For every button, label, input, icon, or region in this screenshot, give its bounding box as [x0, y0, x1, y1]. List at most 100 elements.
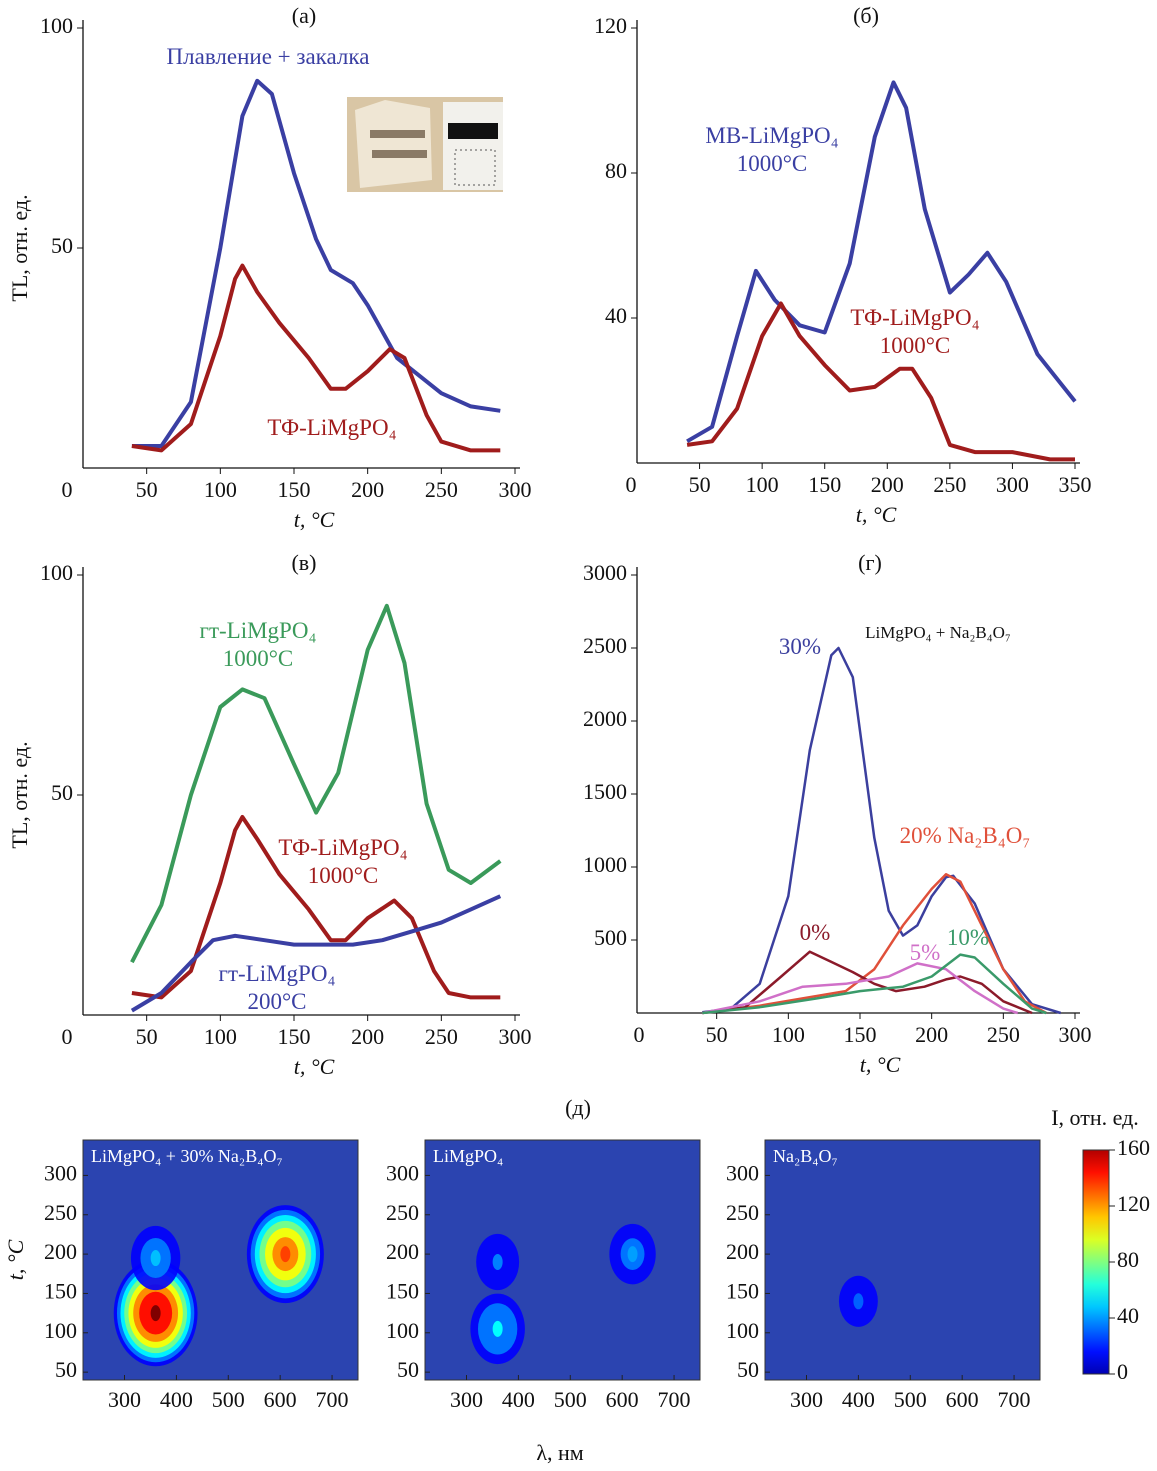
heatmap-spot [853, 1293, 864, 1310]
x-tick-label: 400 [842, 1387, 875, 1412]
series-label: 20% Na₂B₄O₇ [899, 823, 1031, 848]
series-line [131, 78, 501, 448]
y-tick-label: 2000 [583, 706, 627, 731]
series-line [686, 301, 1075, 462]
series-label: 10% [946, 925, 990, 950]
series-line [702, 873, 1047, 1015]
y-tick-label: 100 [40, 13, 73, 38]
series-line [702, 646, 1062, 1015]
x-tick-label: 50 [706, 1022, 728, 1047]
panel-title: (в) [291, 550, 316, 575]
x-tick-label: 150 [278, 1024, 311, 1049]
series-label: 30% [778, 634, 822, 659]
x-tick-label: 100 [204, 1024, 237, 1049]
x-tick-label: 600 [946, 1387, 979, 1412]
series-label: гт-LiMgPO₄ 1000°C [199, 618, 317, 671]
x-tick-label: 350 [1059, 472, 1092, 497]
colorbar-tick-label: 120 [1117, 1191, 1150, 1216]
series-line [702, 962, 1019, 1015]
y-tick-label: 300 [44, 1160, 77, 1185]
x-tick-label: 150 [808, 472, 841, 497]
x-tick-label: 500 [212, 1387, 245, 1412]
series-line [131, 263, 501, 453]
x-tick-label: 400 [502, 1387, 535, 1412]
x-tick-label: 150 [278, 477, 311, 502]
x-tick-label: 50 [136, 1024, 158, 1049]
x-tick-label: 0 [626, 472, 637, 497]
series-label: МВ-LiMgPO₄ 1000°C [705, 123, 839, 176]
series-label: 5% [909, 940, 941, 965]
x-tick-label: 300 [996, 472, 1029, 497]
y-tick-label: 2500 [583, 633, 627, 658]
x-axis-label: t, °C [856, 502, 897, 527]
heatmap-spot [627, 1246, 638, 1263]
y-tick-label: 50 [55, 1357, 77, 1382]
x-tick-label: 300 [499, 477, 532, 502]
x-tick-label: 100 [772, 1022, 805, 1047]
x-tick-label: 700 [998, 1387, 1031, 1412]
x-axis-label: t, °C [294, 1054, 335, 1079]
series-line [686, 80, 1077, 444]
y-tick-label: 250 [44, 1200, 77, 1225]
x-tick-label: 50 [689, 472, 711, 497]
x-tick-label: 200 [915, 1022, 948, 1047]
heatmap-background [764, 1139, 1041, 1381]
x-tick-label: 700 [316, 1387, 349, 1412]
y-tick-label: 150 [726, 1278, 759, 1303]
x-tick-label: 50 [136, 477, 158, 502]
x-tick-label: 300 [1059, 1022, 1092, 1047]
series-label: ТФ-LiMgPO₄ 1000°C [850, 305, 980, 358]
x-tick-label: 700 [658, 1387, 691, 1412]
series-label: 0% [799, 920, 831, 945]
y-tick-label: 100 [44, 1318, 77, 1343]
series-line [702, 953, 1047, 1015]
y-tick-label: 150 [386, 1278, 419, 1303]
x-tick-label: 300 [108, 1387, 141, 1412]
x-tick-label: 250 [987, 1022, 1020, 1047]
panel-title: (г) [858, 550, 882, 575]
x-tick-label: 200 [351, 477, 384, 502]
y-tick-label: 50 [51, 780, 73, 805]
x-tick-label: 250 [933, 472, 966, 497]
panel-title: (а) [292, 3, 316, 28]
y-tick-label: 300 [726, 1160, 759, 1185]
heatmap-background [424, 1139, 701, 1381]
x-tick-label: 250 [425, 477, 458, 502]
series-line [130, 603, 502, 964]
y-tick-label: 200 [386, 1239, 419, 1264]
y-axis-label: TL, отн. ед. [7, 741, 32, 848]
colorbar-label: I, отн. ед. [1051, 1105, 1139, 1130]
annotation: LiMgPO₄ + Na₂B₄O₇ [865, 623, 1011, 642]
x-axis-label: t, °C [294, 507, 335, 532]
colorbar-tick-label: 0 [1117, 1359, 1128, 1384]
y-tick-label: 1500 [583, 779, 627, 804]
y-tick-label: 1000 [583, 852, 627, 877]
x-tick-label: 500 [894, 1387, 927, 1412]
y-axis-label: t, °C [3, 1239, 28, 1280]
y-tick-label: 50 [737, 1357, 759, 1382]
heatmap-spot [492, 1253, 503, 1270]
heatmap-spot [150, 1305, 161, 1322]
y-tick-label: 3000 [583, 560, 627, 585]
x-tick-label: 100 [746, 472, 779, 497]
y-axis-label: TL, отн. ед. [7, 194, 32, 301]
inset-photo [347, 97, 503, 192]
x-tick-label: 300 [790, 1387, 823, 1412]
y-tick-label: 100 [726, 1318, 759, 1343]
x-tick-label: 100 [204, 477, 237, 502]
series-label: ТФ-LiMgPO₄ 1000°C [278, 835, 408, 888]
x-tick-label: 600 [606, 1387, 639, 1412]
x-tick-label: 600 [264, 1387, 297, 1412]
y-tick-label: 250 [726, 1200, 759, 1225]
y-tick-label: 250 [386, 1200, 419, 1225]
section-title: (д) [565, 1095, 591, 1120]
colorbar-tick-label: 160 [1117, 1135, 1150, 1160]
panel-title: (б) [853, 3, 879, 28]
y-tick-label: 300 [386, 1160, 419, 1185]
y-tick-label: 40 [605, 303, 627, 328]
y-tick-label: 120 [594, 13, 627, 38]
y-tick-label: 80 [605, 158, 627, 183]
colorbar-tick-label: 80 [1117, 1247, 1139, 1272]
y-tick-label: 50 [397, 1357, 419, 1382]
